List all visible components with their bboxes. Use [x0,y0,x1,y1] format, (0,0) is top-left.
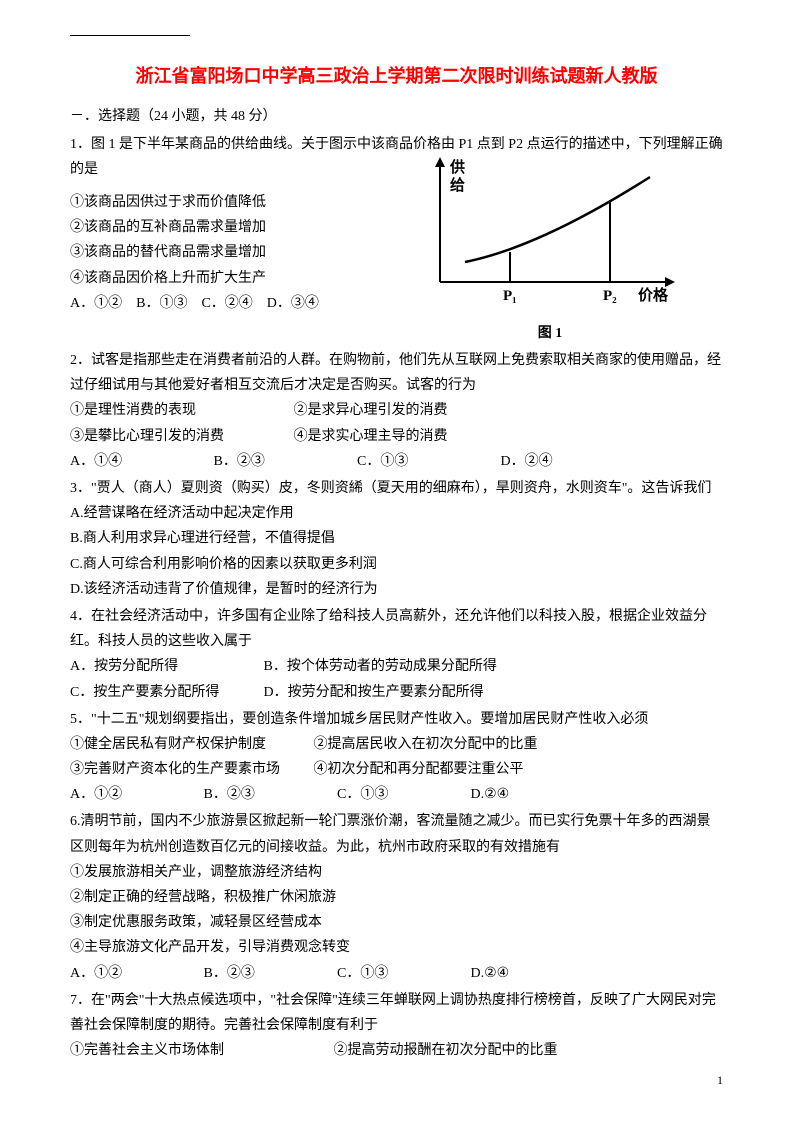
q5-opt4: ④初次分配和再分配都要注重公平 [314,762,524,777]
q2-opt4: ④是求实心理主导的消费 [294,429,448,444]
q2-ans-b: B．②③ [214,449,354,474]
q5-ans-d: D.②④ [471,782,601,807]
page-number: 1 [717,1070,723,1092]
x-axis-label: 价格 [638,286,669,304]
q1-opt2: ②该商品的互补商品需求量增加 [70,215,370,240]
q2-ans-c: C．①③ [357,449,497,474]
q3-c: C.商人可综合利用影响价格的因素以获取更多利润 [70,552,723,577]
q2-stem: 2．试客是指那些走在消费者前沿的人群。在购物前，他们先从互联网上免费索取相关商家… [70,348,723,398]
q6-opt4: ④主导旅游文化产品开发，引导消费观念转变 [70,935,723,960]
q6-opt3: ③制定优惠服务政策，减轻景区经营成本 [70,910,723,935]
q5-ans-c: C．①③ [337,782,467,807]
question-4: 4．在社会经济活动中，许多国有企业除了给科技人员高薪外，还允许他们以科技入股，根… [70,604,723,705]
question-1: 1．图 1 是下半年某商品的供给曲线。关于图示中该商品价格由 P1 点到 P2 … [70,132,723,347]
q2-opt2: ②是求异心理引发的消费 [294,403,448,418]
chart-caption: 图 1 [410,321,690,346]
question-6: 6.清明节前，国内不少旅游景区掀起新一轮门票涨价潮，客流量随之减少。而已实行免票… [70,809,723,985]
q4-d: D．按劳分配和按生产要素分配所得 [264,685,484,700]
supply-chart: 供 给 P₁ P₂ 价格 [410,152,690,312]
q3-b: B.商人利用求异心理进行经营，不值得提倡 [70,526,723,551]
q5-opt1: ①健全居民私有财产权保护制度 [70,732,310,757]
q5-opt3: ③完善财产资本化的生产要素市场 [70,757,310,782]
q1-opt4: ④该商品因价格上升而扩大生产 [70,266,370,291]
q6-ans-b: B．②③ [204,961,334,986]
q2-opt3: ③是攀比心理引发的消费 [70,424,290,449]
q5-opt2: ②提高居民收入在初次分配中的比重 [314,737,538,752]
q1-opt3: ③该商品的替代商品需求量增加 [70,240,370,265]
y-axis-label: 供 [449,158,465,176]
q4-stem: 4．在社会经济活动中，许多国有企业除了给科技人员高薪外，还允许他们以科技入股，根… [70,604,723,654]
q2-ans-d: D．②④ [501,449,641,474]
q4-c: C．按生产要素分配所得 [70,680,260,705]
q4-a: A．按劳分配所得 [70,654,260,679]
q5-ans-a: A．①② [70,782,200,807]
question-3: 3．"贾人（商人）夏则资（购买）皮，冬则资絺（夏天用的细麻布），旱则资舟，水则资… [70,476,723,602]
q6-ans-d: D.②④ [471,961,601,986]
q3-d: D.该经济活动违背了价值规律，是暂时的经济行为 [70,577,723,602]
q7-stem: 7．在"两会"十大热点候选项中，"社会保障"连续三年蝉联网上调协热度排行榜榜首，… [70,988,723,1038]
q6-ans-a: A．①② [70,961,200,986]
q3-a: A.经营谋略在经济活动中起决定作用 [70,501,723,526]
p2-label: P₂ [603,288,617,304]
document-title: 浙江省富阳场口中学高三政治上学期第二次限时训练试题新人教版 [70,60,723,92]
q5-stem: 5．"十二五"规划纲要指出，要创造条件增加城乡居民财产性收入。要增加居民财产性收… [70,707,723,732]
svg-text:给: 给 [450,176,465,194]
q7-opt2: ②提高劳动报酬在初次分配中的比重 [334,1043,558,1058]
q5-ans-b: B．②③ [204,782,334,807]
question-7: 7．在"两会"十大热点候选项中，"社会保障"连续三年蝉联网上调协热度排行榜榜首，… [70,988,723,1064]
q2-opt1: ①是理性消费的表现 [70,398,290,423]
section-header: －．选择题（24 小题，共 48 分） [70,104,723,129]
p1-label: P₁ [503,288,517,304]
q6-opt1: ①发展旅游相关产业，调整旅游经济结构 [70,860,723,885]
q1-opt1: ①该商品因供过于求而价值降低 [70,190,370,215]
q6-opt2: ②制定正确的经营战略，积极推广休闲旅游 [70,885,723,910]
question-5: 5．"十二五"规划纲要指出，要创造条件增加城乡居民财产性收入。要增加居民财产性收… [70,707,723,808]
q3-stem: 3．"贾人（商人）夏则资（购买）皮，冬则资絺（夏天用的细麻布），旱则资舟，水则资… [70,476,723,501]
q6-ans-c: C．①③ [337,961,467,986]
q2-ans-a: A．①④ [70,449,210,474]
q1-answers: A．①② B．①③ C．②④ D．③④ [70,291,370,316]
q4-b: B．按个体劳动者的劳动成果分配所得 [264,659,497,674]
q7-opt1: ①完善社会主义市场体制 [70,1038,330,1063]
q6-stem: 6.清明节前，国内不少旅游景区掀起新一轮门票涨价潮，客流量随之减少。而已实行免票… [70,809,723,859]
question-2: 2．试客是指那些走在消费者前沿的人群。在购物前，他们先从互联网上免费索取相关商家… [70,348,723,474]
